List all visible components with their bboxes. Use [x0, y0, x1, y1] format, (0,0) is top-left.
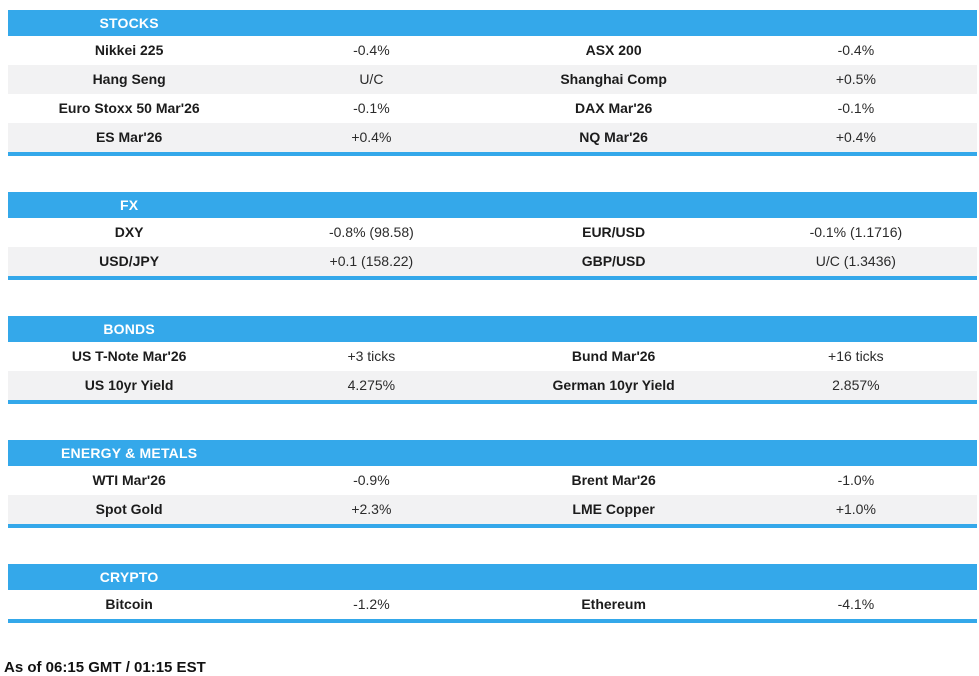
section-header-bar: STOCKS — [8, 10, 977, 36]
section-energy-metals: ENERGY & METALS WTI Mar'26 -0.9% Brent M… — [8, 440, 977, 528]
change-value-cell: -4.1% — [837, 596, 875, 612]
instrument-name-cell: GBP/USD — [581, 253, 646, 269]
change-value-cell: 2.857% — [832, 377, 880, 393]
table-row: USD/JPY +0.1 (158.22) GBP/USD U/C (1.343… — [8, 247, 977, 276]
instrument-name-cell: Spot Gold — [95, 501, 163, 517]
section-title: CRYPTO — [99, 569, 159, 585]
instrument-name-cell: NQ Mar'26 — [579, 129, 648, 145]
instrument-name-cell: EUR/USD — [582, 224, 646, 240]
instrument-name-cell: Shanghai Comp — [560, 71, 667, 87]
section-title: BONDS — [103, 321, 155, 337]
instrument-name-cell: Brent Mar'26 — [571, 472, 656, 488]
change-value-cell: +2.3% — [351, 501, 392, 517]
change-value-cell: -1.2% — [353, 596, 390, 612]
table-row: Euro Stoxx 50 Mar'26 -0.1% DAX Mar'26 -0… — [8, 94, 977, 123]
instrument-name-cell: German 10yr Yield — [552, 377, 675, 393]
change-value-cell: -1.0% — [837, 472, 875, 488]
change-value-cell: -0.1% — [353, 100, 390, 116]
section-title: FX — [119, 197, 139, 213]
table-row: DXY -0.8% (98.58) EUR/USD -0.1% (1.1716) — [8, 218, 977, 247]
change-value-cell: -0.1% — [837, 100, 875, 116]
change-value-cell: -0.4% — [353, 42, 390, 58]
change-value-cell: +16 ticks — [828, 348, 884, 364]
table-row: Nikkei 225 -0.4% ASX 200 -0.4% — [8, 36, 977, 65]
section-title: ENERGY & METALS — [60, 445, 198, 461]
instrument-name-cell: WTI Mar'26 — [92, 472, 166, 488]
section-title: STOCKS — [99, 15, 159, 31]
section-fx: FX DXY -0.8% (98.58) EUR/USD -0.1% (1.17… — [8, 192, 977, 280]
table-row: Hang Seng U/C Shanghai Comp +0.5% — [8, 65, 977, 94]
instrument-name-cell: US T-Note Mar'26 — [71, 348, 187, 364]
table-row: ES Mar'26 +0.4% NQ Mar'26 +0.4% — [8, 123, 977, 152]
change-value-cell: U/C (1.3436) — [815, 253, 896, 269]
instrument-name-cell: DXY — [114, 224, 144, 240]
change-value-cell: +0.4% — [351, 129, 392, 145]
table-row: Bitcoin -1.2% Ethereum -4.1% — [8, 590, 977, 619]
instrument-name-cell: Bitcoin — [105, 596, 153, 612]
change-value-cell: -0.8% (98.58) — [328, 224, 414, 240]
change-value-cell: +0.5% — [835, 71, 876, 87]
section-header-bar: ENERGY & METALS — [8, 440, 977, 466]
instrument-name-cell: Nikkei 225 — [94, 42, 164, 58]
instrument-name-cell: LME Copper — [572, 501, 655, 517]
section-header-bar: CRYPTO — [8, 564, 977, 590]
instrument-name-cell: Euro Stoxx 50 Mar'26 — [58, 100, 200, 116]
table-row: US 10yr Yield 4.275% German 10yr Yield 2… — [8, 371, 977, 400]
instrument-name-cell: ASX 200 — [585, 42, 642, 58]
instrument-name-cell: Bund Mar'26 — [571, 348, 656, 364]
change-value-cell: +1.0% — [835, 501, 876, 517]
section-header-bar: FX — [8, 192, 977, 218]
change-value-cell: +0.4% — [835, 129, 876, 145]
change-value-cell: U/C — [359, 71, 384, 87]
change-value-cell: 4.275% — [347, 377, 396, 393]
table-row: WTI Mar'26 -0.9% Brent Mar'26 -1.0% — [8, 466, 977, 495]
market-tables: STOCKS Nikkei 225 -0.4% ASX 200 -0.4% Ha… — [8, 10, 977, 623]
section-header-bar: BONDS — [8, 316, 977, 342]
section-crypto: CRYPTO Bitcoin -1.2% Ethereum -4.1% — [8, 564, 977, 623]
change-value-cell: -0.1% (1.1716) — [809, 224, 903, 240]
change-value-cell: +0.1 (158.22) — [329, 253, 414, 269]
table-row: US T-Note Mar'26 +3 ticks Bund Mar'26 +1… — [8, 342, 977, 371]
instrument-name-cell: Ethereum — [581, 596, 646, 612]
as-of-timestamp: As of 06:15 GMT / 01:15 EST — [4, 659, 206, 676]
instrument-name-cell: US 10yr Yield — [84, 377, 174, 393]
change-value-cell: +3 ticks — [347, 348, 396, 364]
section-bonds: BONDS US T-Note Mar'26 +3 ticks Bund Mar… — [8, 316, 977, 404]
instrument-name-cell: DAX Mar'26 — [575, 100, 653, 116]
change-value-cell: -0.4% — [837, 42, 875, 58]
section-stocks: STOCKS Nikkei 225 -0.4% ASX 200 -0.4% Ha… — [8, 10, 977, 156]
change-value-cell: -0.9% — [353, 472, 390, 488]
instrument-name-cell: Hang Seng — [92, 71, 166, 87]
instrument-name-cell: USD/JPY — [99, 253, 160, 269]
instrument-name-cell: ES Mar'26 — [95, 129, 163, 145]
table-row: Spot Gold +2.3% LME Copper +1.0% — [8, 495, 977, 524]
